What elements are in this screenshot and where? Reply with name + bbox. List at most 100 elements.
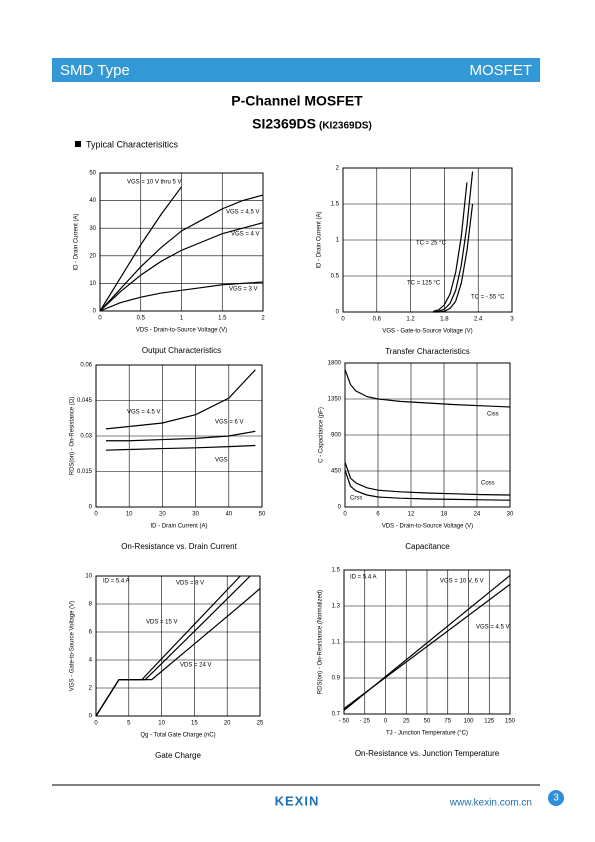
series-line [99,222,264,312]
x-tick-label: 3 [510,317,514,323]
y-tick-label: 1.1 [332,640,341,646]
x-tick-label: 75 [444,719,451,725]
x-tick-label: 2.4 [474,317,483,323]
chart-caption: Transfer Characteristics [385,347,470,356]
series-label: VGS = 3 V [229,287,258,293]
footer-logo: KEXIN [275,793,320,808]
y-tick-label: 1800 [328,361,342,367]
y-tick-label: 0.9 [332,676,341,682]
y-tick-label: 2 [89,686,93,692]
plot-frame [343,569,511,715]
x-tick-label: 2 [261,316,265,322]
alt-part-number: (KI2369DS) [319,121,372,132]
x-axis-label: VDS - Drain-to-Source Voltage (V) [382,524,473,530]
x-tick-label: 150 [505,719,516,725]
series-line [95,575,241,717]
series-line [105,430,256,442]
y-tick-label: 0.7 [332,712,341,718]
x-tick-label: 40 [225,512,232,518]
x-axis-label: ID - Drain Current (A) [150,524,207,530]
y-tick-label: 0.03 [80,434,92,440]
x-tick-label: 25 [257,721,264,727]
x-tick-label: 125 [484,719,495,725]
series-label: VGS = 4.5 V [476,625,510,631]
series-label: VGS [215,458,228,464]
chart-caption: Gate Charge [155,751,201,760]
x-tick-label: 30 [507,512,514,518]
x-axis-label: Qg - Total Gate Charge (nC) [140,733,215,739]
annotation: ID = 5.4 A [103,579,130,585]
y-tick-label: 2 [336,166,340,172]
section-title: Typical Characterisitics [86,139,179,149]
x-tick-label: 18 [441,512,448,518]
series-label: VDS = 8 V [176,581,204,587]
header-left: SMD Type [60,62,130,79]
y-tick-label: 0 [89,714,93,720]
x-tick-label: 10 [126,512,133,518]
y-tick-label: 30 [89,226,96,232]
series-label: TC = 25 °C [416,241,447,247]
y-tick-label: 1.3 [332,604,341,610]
y-axis-label: RDS(on) - On-Resistance (Ω) [70,397,76,476]
series-label: VGS = 4 V [231,232,260,238]
x-tick-label: 1 [180,316,184,322]
x-tick-label: 50 [424,719,431,725]
x-tick-label: 0.6 [373,317,382,323]
y-tick-label: 0 [89,505,93,511]
series-label: VGS = 10 V thru 5 V [127,180,182,186]
series-line [99,281,264,312]
footer-url: www.kexin.com.cn [449,798,532,809]
x-tick-label: 0 [94,721,98,727]
series-label: VGS = 4.5 V [127,410,161,416]
series-line [99,186,182,312]
y-tick-label: 0 [336,310,340,316]
y-tick-label: 10 [89,281,96,287]
series-line [105,369,256,430]
series-line [344,470,511,501]
series-line [99,194,264,312]
y-tick-label: 0.5 [331,274,340,280]
x-tick-label: 1.5 [218,316,227,322]
y-tick-label: 8 [89,602,93,608]
y-tick-label: 10 [85,574,92,580]
y-tick-label: 1.5 [332,568,341,574]
y-tick-label: 0 [93,309,97,315]
x-tick-label: 50 [259,512,266,518]
series-line [105,444,256,451]
series-label: VDS = 15 V [146,620,178,626]
x-tick-label: - 25 [360,719,371,725]
bullet [75,141,81,147]
chart-caption: Output Characteristics [142,346,221,355]
page-badge [548,790,564,806]
x-tick-label: 10 [158,721,165,727]
x-axis-label: VGS - Gate-to-Source Voltage (V) [382,329,472,335]
y-tick-label: 6 [89,630,93,636]
x-tick-label: - 50 [339,719,350,725]
x-tick-label: 0 [341,317,345,323]
x-tick-label: 25 [403,719,410,725]
x-tick-label: 20 [159,512,166,518]
y-axis-label: ID - Drain Current (A) [74,213,80,270]
y-axis-label: VGS - Gate-to-Source Voltage (V) [70,601,76,691]
series-label: VDS = 24 V [180,663,212,669]
y-tick-label: 50 [89,171,96,177]
chart-caption: Capacitance [405,542,450,551]
plot-frame [95,575,261,717]
y-tick-label: 900 [331,433,342,439]
series-line [344,462,511,496]
x-tick-label: 0.5 [137,316,146,322]
series-label: Crss [350,496,362,502]
y-tick-label: 40 [89,198,96,204]
series-label: VGS = 4.5 V [226,210,260,216]
x-axis-label: VDS - Drain-to-Source Voltage (V) [136,328,227,334]
series-line [343,583,511,710]
series-line [344,369,511,408]
y-tick-label: 20 [89,253,96,259]
x-tick-label: 30 [192,512,199,518]
series-label: Coss [481,481,495,487]
x-axis-label: TJ - Junction Temperature (°C) [386,731,468,737]
series-label: TC = 125 °C [407,281,441,287]
series-line [432,182,468,312]
